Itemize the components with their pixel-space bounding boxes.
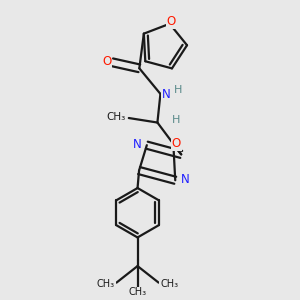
Text: N: N [181, 173, 189, 186]
Text: CH₃: CH₃ [106, 112, 126, 122]
Text: CH₃: CH₃ [97, 279, 115, 289]
Text: H: H [172, 115, 180, 124]
Text: N: N [162, 88, 171, 101]
Text: O: O [172, 137, 181, 150]
Text: N: N [133, 138, 141, 151]
Text: CH₃: CH₃ [160, 279, 178, 289]
Text: O: O [102, 55, 111, 68]
Text: O: O [167, 15, 176, 28]
Text: H: H [174, 85, 182, 95]
Text: CH₃: CH₃ [128, 287, 147, 297]
